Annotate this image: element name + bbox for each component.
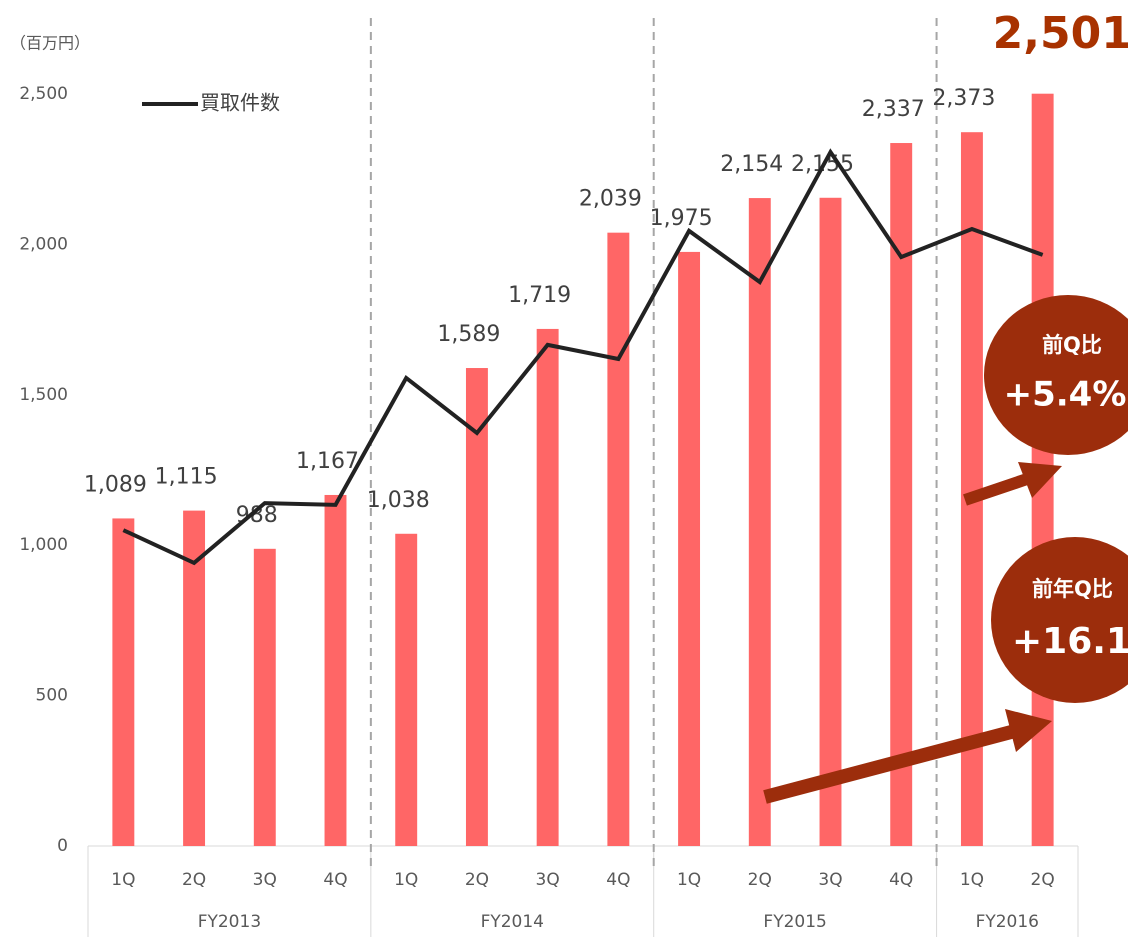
data-label: 2,039 (579, 187, 642, 212)
annotation-text: +16.1% (1012, 621, 1128, 662)
bar (890, 143, 913, 846)
x-tick-label: 3Q (818, 870, 842, 890)
data-label: 1,719 (508, 283, 571, 308)
arrow-head (1018, 462, 1062, 498)
y-tick-label: 1,500 (19, 385, 68, 405)
annotation-bubble (991, 537, 1128, 703)
unit-label: （百万円） (10, 34, 90, 53)
y-tick-label: 1,000 (19, 535, 68, 555)
y-tick-label: 2,500 (19, 84, 68, 104)
bar (253, 548, 276, 846)
data-label: 1,167 (296, 449, 359, 474)
x-tick-label: 4Q (323, 870, 347, 890)
bar (678, 251, 701, 847)
axes: 0 500 1,000 1,500 2,000 2,500 FY2013 FY2014 FY20… (19, 18, 1079, 937)
bar (465, 368, 488, 846)
group-label: FY2016 (976, 912, 1039, 932)
bar (748, 198, 771, 847)
x-tick-label: 2Q (1031, 870, 1055, 890)
x-tick-label: 4Q (606, 870, 630, 890)
annotation-title: 前Q比 (1042, 333, 1102, 357)
bar (183, 510, 206, 846)
x-tick-label: 3Q (536, 870, 560, 890)
y-tick-label: 0 (57, 836, 68, 856)
bar (960, 132, 983, 846)
annotation-text: +5.4% (1004, 375, 1127, 415)
arrow (963, 472, 1032, 506)
marks: 1,089 1,1159881,1671,0381,5891,7192,0391,… (84, 8, 1128, 847)
annotation-title: 前年Q比 (1032, 577, 1113, 601)
line (122, 148, 1044, 566)
x-tick-label: 1Q (394, 870, 418, 890)
data-label: 1,975 (650, 206, 713, 231)
x-tick-label: 2Q (748, 870, 772, 890)
y-tick-label: 500 (36, 686, 68, 706)
arrow-head (1005, 709, 1052, 752)
x-tick-label: 3Q (253, 870, 277, 890)
data-label: 1,038 (367, 488, 430, 513)
group-label: FY2014 (481, 912, 544, 932)
bar (607, 232, 630, 846)
group-label: FY2015 (763, 912, 826, 932)
data-label: 1,589 (437, 322, 500, 347)
data-label: 1,089 (84, 472, 147, 497)
data-label: 2,154 (720, 152, 783, 177)
x-tick-label: 2Q (182, 870, 206, 890)
data-label: 2,337 (862, 97, 925, 122)
data-label: 2,373 (932, 86, 995, 111)
group-label: FY2013 (198, 912, 261, 932)
legend-label: 買取件数 (200, 91, 280, 115)
x-tick-label: 1Q (111, 870, 135, 890)
y-tick-label: 2,000 (19, 234, 68, 254)
arrow (763, 724, 1017, 804)
bar (536, 328, 559, 846)
x-tick-label: 1Q (960, 870, 984, 890)
annotation-bubble (984, 295, 1128, 455)
annotation-arrows (763, 295, 1128, 804)
bar (395, 533, 418, 846)
x-tick-label: 1Q (677, 870, 701, 890)
bar (819, 197, 842, 846)
x-tick-label: 4Q (889, 870, 913, 890)
data-label: 2,501 (993, 8, 1128, 59)
data-label: 1,115 (155, 465, 218, 490)
x-tick-label: 2Q (465, 870, 489, 890)
bar (324, 494, 347, 846)
bar (112, 518, 135, 846)
